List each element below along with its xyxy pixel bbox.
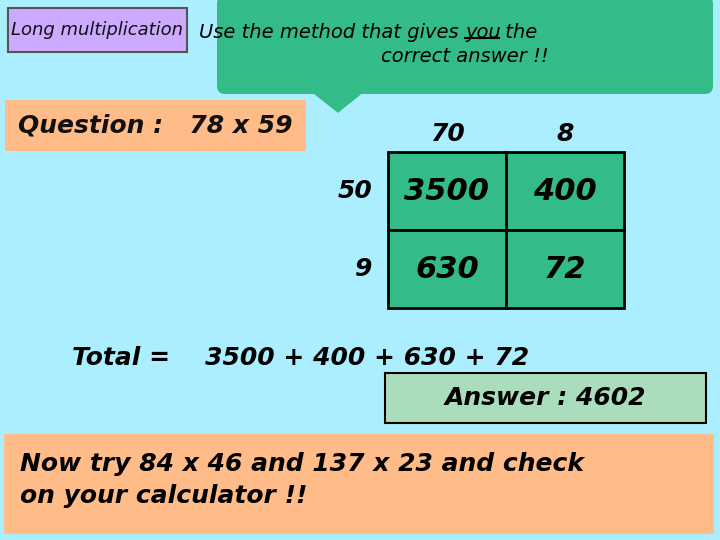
FancyBboxPatch shape — [506, 230, 624, 308]
Text: 72: 72 — [544, 254, 586, 284]
Text: you: you — [465, 23, 500, 42]
FancyBboxPatch shape — [388, 230, 506, 308]
Text: on your calculator !!: on your calculator !! — [20, 484, 307, 508]
Text: 50: 50 — [337, 179, 372, 203]
Text: 9: 9 — [355, 257, 372, 281]
FancyBboxPatch shape — [4, 434, 714, 534]
Text: Now try 84 x 46 and 137 x 23 and check: Now try 84 x 46 and 137 x 23 and check — [20, 452, 584, 476]
Text: 70: 70 — [430, 122, 464, 146]
Text: correct answer !!: correct answer !! — [381, 48, 549, 66]
Text: 400: 400 — [533, 177, 597, 206]
FancyBboxPatch shape — [506, 152, 624, 230]
FancyBboxPatch shape — [217, 0, 713, 94]
Text: 8: 8 — [557, 122, 574, 146]
Text: Answer : 4602: Answer : 4602 — [444, 386, 646, 410]
FancyBboxPatch shape — [8, 8, 187, 52]
FancyBboxPatch shape — [388, 152, 506, 230]
Polygon shape — [305, 86, 370, 112]
Text: Total =    3500 + 400 + 630 + 72: Total = 3500 + 400 + 630 + 72 — [72, 346, 529, 370]
Text: the: the — [499, 23, 537, 42]
Text: Question :   78 x 59: Question : 78 x 59 — [18, 114, 292, 138]
FancyBboxPatch shape — [5, 100, 306, 151]
Text: Use the method that gives: Use the method that gives — [199, 23, 465, 42]
FancyBboxPatch shape — [385, 373, 706, 423]
Text: 3500: 3500 — [405, 177, 490, 206]
Text: 630: 630 — [415, 254, 479, 284]
Text: Long multiplication: Long multiplication — [11, 21, 183, 39]
